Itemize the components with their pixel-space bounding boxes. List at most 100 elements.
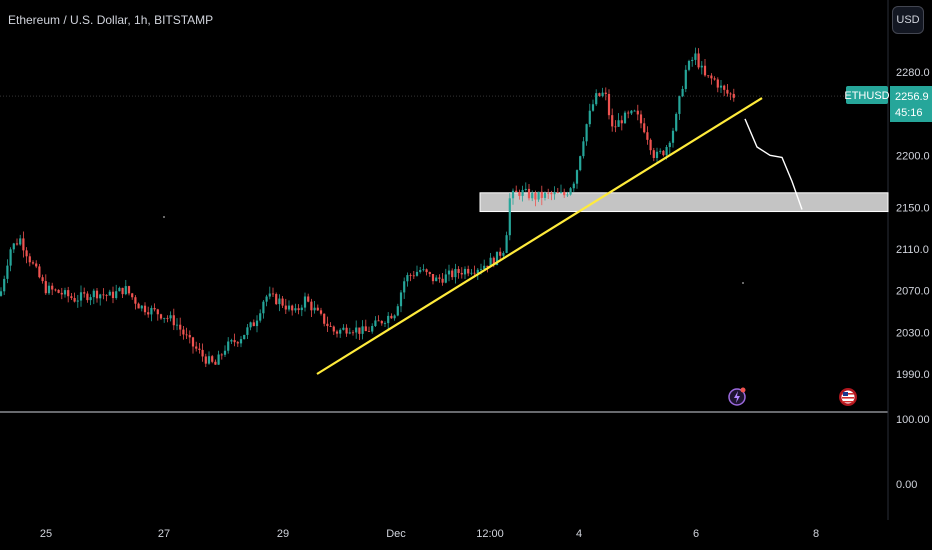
candle-body — [41, 277, 44, 282]
candle-body — [243, 334, 246, 340]
candle-body — [422, 269, 425, 271]
candle-body — [284, 305, 287, 310]
candle-body — [108, 291, 111, 296]
candles — [0, 47, 735, 368]
candle-body — [377, 320, 380, 322]
candle-body — [559, 191, 563, 193]
candle-body — [668, 142, 671, 147]
candle-body — [719, 85, 723, 88]
candle-body — [70, 296, 73, 299]
candle-body — [316, 307, 319, 311]
candle-body — [646, 132, 649, 140]
candle-body — [697, 53, 700, 68]
candle-body — [473, 272, 476, 274]
candle-body — [495, 251, 499, 266]
candle-body — [358, 327, 361, 334]
candle-body — [687, 60, 691, 70]
candle-body — [521, 189, 524, 196]
candle-body — [543, 192, 547, 198]
candle-body — [239, 339, 243, 344]
candle-body — [291, 305, 294, 311]
candle-body — [31, 262, 35, 264]
candle-body — [121, 287, 124, 295]
indicator-tick-label: 0.00 — [896, 479, 917, 491]
candle-body — [601, 92, 604, 96]
candle-body — [89, 297, 92, 301]
candle-body — [415, 271, 419, 276]
candle-body — [195, 346, 198, 349]
us-flag-icon — [839, 388, 857, 406]
candle-body — [380, 321, 383, 324]
candle-body — [723, 85, 726, 90]
candle-body — [598, 93, 601, 96]
candle-body — [166, 317, 169, 319]
candle-body — [233, 340, 236, 343]
candle-body — [281, 298, 284, 306]
candle-body — [729, 93, 732, 95]
candle-body — [703, 65, 707, 76]
y-tick-label: 2110.0 — [896, 244, 929, 256]
candle-body — [156, 309, 159, 315]
candle-body — [367, 331, 371, 332]
candle-body — [35, 263, 38, 267]
candle-body — [700, 65, 703, 68]
currency-button[interactable]: USD — [892, 6, 924, 34]
candle-body — [185, 334, 188, 336]
candle-body — [524, 188, 527, 190]
y-tick-label: 2150.0 — [896, 202, 930, 214]
candle-body — [361, 326, 364, 334]
candle-body — [399, 292, 403, 307]
candle-body — [585, 124, 588, 142]
lightning-icon — [728, 387, 746, 406]
candle-body — [159, 314, 163, 319]
candle-body — [303, 296, 307, 308]
candle-body — [406, 275, 409, 282]
candle-body — [223, 350, 227, 355]
x-tick-label: 29 — [277, 528, 289, 540]
y-tick-label: 2030.0 — [896, 327, 930, 339]
candle-body — [83, 292, 86, 294]
candle-body — [319, 310, 323, 314]
candle-body — [511, 190, 515, 199]
candle-body — [140, 305, 143, 309]
candle-body — [582, 141, 585, 157]
x-tick-label: 12:00 — [476, 528, 504, 540]
candle-body — [710, 75, 713, 79]
candle-body — [403, 281, 406, 293]
x-tick-label: 4 — [576, 528, 582, 540]
candle-body — [47, 285, 51, 294]
candle-body — [0, 291, 3, 296]
candle-body — [211, 356, 214, 362]
candle-body — [6, 265, 9, 279]
candle-body — [547, 192, 550, 194]
candle-body — [489, 257, 492, 267]
support-zone — [479, 192, 889, 213]
candle-body — [79, 292, 83, 301]
last-price-label: 2256.9 — [895, 91, 929, 103]
candle-body — [467, 268, 470, 274]
candle-body — [28, 256, 31, 263]
candle-body — [607, 93, 611, 116]
y-tick-label: 1990.0 — [896, 369, 930, 381]
candle-body — [102, 294, 105, 296]
price-tag: ETHUSD 2256.9 45:16 — [844, 86, 932, 122]
x-tick-label: Dec — [386, 528, 406, 540]
candle-body — [444, 274, 447, 283]
candle-body — [15, 243, 19, 245]
candle-body — [99, 294, 102, 299]
candle-body — [246, 327, 249, 335]
candle-body — [115, 291, 118, 299]
candle-body — [675, 113, 678, 131]
candle-body — [127, 286, 131, 294]
candle-body — [707, 75, 710, 77]
candle-body — [204, 356, 207, 364]
candle-body — [393, 315, 396, 319]
candle-body — [678, 96, 681, 114]
candle-body — [649, 139, 652, 151]
candle-body — [179, 324, 182, 330]
candle-body — [137, 303, 140, 309]
candle-body — [636, 110, 639, 115]
candle-body — [550, 193, 553, 195]
candle-body — [153, 307, 156, 310]
